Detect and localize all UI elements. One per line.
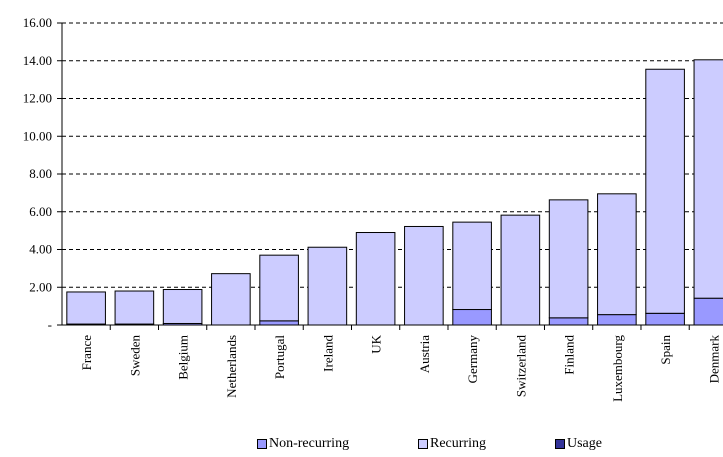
y-tick-label: 6.00 <box>29 204 52 219</box>
bar-recurring <box>114 290 155 325</box>
x-tick-label: Spain <box>658 335 673 365</box>
legend-item-non-recurring: Non-recurring <box>257 436 349 452</box>
x-tick-label: Germany <box>465 335 480 384</box>
bar-non-recurring <box>259 320 299 326</box>
legend-swatch-non-recurring <box>257 439 267 449</box>
bar-recurring <box>307 246 348 326</box>
bar-non-recurring <box>693 297 723 326</box>
bar-recurring <box>404 225 444 326</box>
y-tick-label: 10.00 <box>23 128 52 143</box>
legend: Non-recurring Recurring Usage <box>0 436 723 454</box>
legend-item-usage: Usage <box>555 436 602 452</box>
bar-recurring <box>162 289 203 324</box>
bar-recurring <box>211 273 251 326</box>
y-tick-label: 14.00 <box>23 53 52 68</box>
x-tick-label: Finland <box>562 335 577 375</box>
x-tick-label: Sweden <box>127 335 142 377</box>
bar-recurring <box>259 254 299 322</box>
x-tick-label: UK <box>369 334 384 353</box>
y-tick-label: 12.00 <box>23 91 52 106</box>
x-tick-label: Belgium <box>176 335 191 380</box>
bar-non-recurring <box>548 317 589 326</box>
x-tick-label: Austria <box>417 335 432 374</box>
legend-item-recurring: Recurring <box>418 436 486 452</box>
x-tick-label: Portugal <box>272 335 287 379</box>
bar-recurring <box>597 193 637 316</box>
x-tick-label: Denmark <box>706 335 721 384</box>
legend-label-recurring: Recurring <box>430 436 486 451</box>
x-tick-label: Ireland <box>320 335 335 372</box>
y-tick-label: 4.00 <box>29 242 52 257</box>
bar-recurring <box>66 291 106 325</box>
legend-label-non-recurring: Non-recurring <box>269 436 350 451</box>
bar-recurring <box>693 59 723 299</box>
legend-swatch-recurring <box>418 439 428 449</box>
x-tick-label: Luxembourg <box>610 335 625 402</box>
x-tick-label: Switzerland <box>513 335 528 398</box>
y-tick-label: - <box>48 317 52 332</box>
bar-recurring <box>645 68 685 314</box>
bar-non-recurring <box>645 312 685 326</box>
bar-recurring <box>548 199 589 319</box>
y-tick-label: 8.00 <box>29 166 52 181</box>
bar-non-recurring <box>452 309 492 326</box>
legend-swatch-usage <box>555 439 565 449</box>
x-tick-label: Netherlands <box>224 335 239 398</box>
y-tick-label: 2.00 <box>29 279 52 294</box>
bar-recurring <box>500 214 541 326</box>
bar-non-recurring <box>597 314 637 326</box>
stacked-bar-chart: - 2.00 4.00 6.00 8.00 10.00 12.00 14.00 16.00 Fra… <box>23 15 723 402</box>
legend-label-usage: Usage <box>567 436 602 451</box>
x-tick-label: France <box>79 335 94 371</box>
bar-recurring <box>452 221 492 311</box>
y-tick-label: 16.00 <box>23 15 52 30</box>
bar-recurring <box>355 232 396 326</box>
